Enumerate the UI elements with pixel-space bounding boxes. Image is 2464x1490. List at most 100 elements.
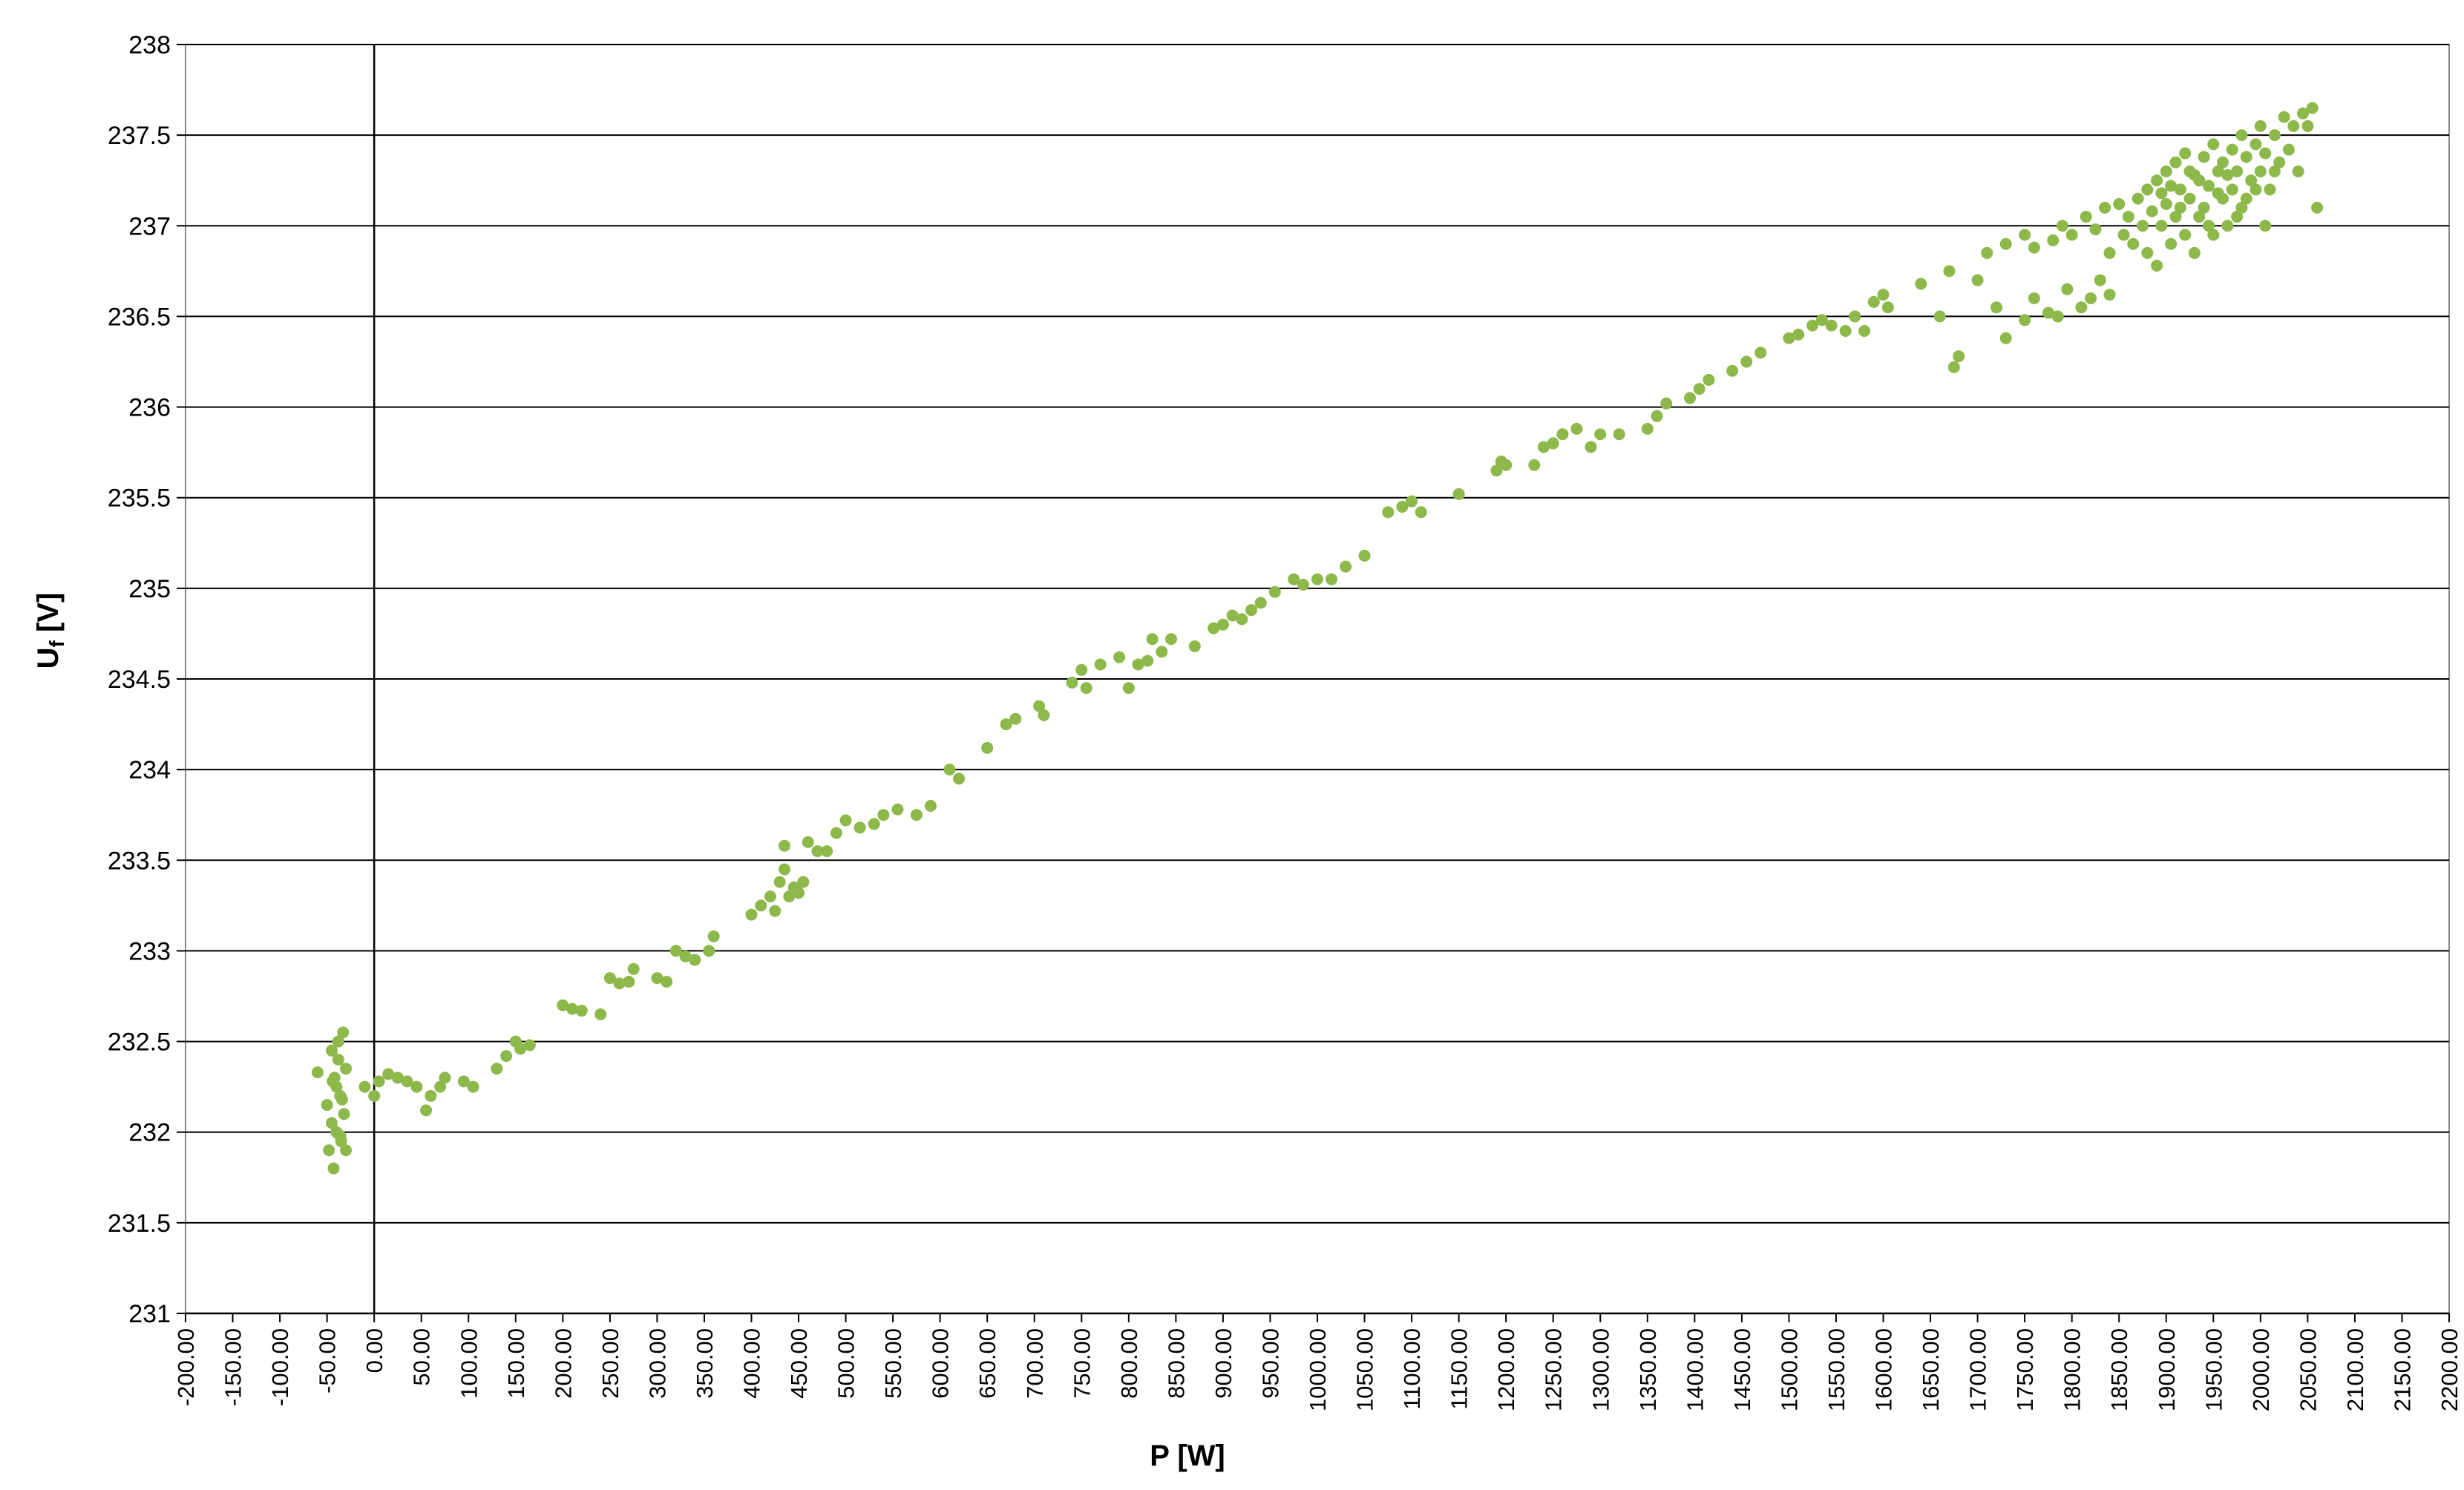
y-tick-label: 234 bbox=[128, 756, 171, 784]
data-point bbox=[981, 741, 994, 754]
x-tick-label: 1000.00 bbox=[1305, 1328, 1331, 1411]
x-tick-label: -200.00 bbox=[173, 1328, 199, 1406]
data-point bbox=[337, 1026, 350, 1039]
data-point bbox=[391, 1071, 404, 1084]
data-point bbox=[2151, 174, 2163, 187]
x-tick-label: 1350.00 bbox=[1635, 1328, 1661, 1411]
data-point bbox=[1999, 237, 2012, 250]
x-tick-label: 1750.00 bbox=[2012, 1328, 2038, 1411]
data-point bbox=[1141, 654, 1154, 667]
y-tick-label: 231 bbox=[128, 1300, 171, 1328]
data-point bbox=[332, 1054, 344, 1066]
data-point bbox=[321, 1099, 333, 1112]
data-point bbox=[2146, 205, 2158, 217]
data-point bbox=[1094, 658, 1107, 671]
data-point bbox=[2217, 156, 2229, 168]
data-point bbox=[373, 1075, 385, 1088]
data-point bbox=[368, 1089, 381, 1102]
data-point bbox=[2065, 229, 2078, 241]
y-tick-label: 235.5 bbox=[108, 485, 171, 513]
data-point bbox=[2103, 246, 2116, 259]
y-tick-label: 232.5 bbox=[108, 1028, 171, 1057]
x-tick-labels: -200.00 -150.00 -100.00 -50.00 0.00 50.00 100.… bbox=[173, 1328, 2463, 1411]
data-point bbox=[1585, 441, 1597, 453]
data-point bbox=[613, 977, 626, 990]
x-tick-label: 950.00 bbox=[1257, 1328, 1283, 1399]
data-point bbox=[1340, 560, 1352, 573]
data-point bbox=[325, 1044, 338, 1057]
data-point bbox=[2117, 229, 2130, 241]
y-tick-label: 231.5 bbox=[108, 1210, 171, 1238]
x-tick-label: 500.00 bbox=[833, 1328, 859, 1399]
data-point bbox=[769, 905, 782, 917]
x-tick-label: -100.00 bbox=[267, 1328, 293, 1406]
data-point bbox=[2254, 165, 2267, 177]
x-tick-label: 1800.00 bbox=[2060, 1328, 2085, 1411]
data-point bbox=[323, 1144, 335, 1157]
data-point bbox=[1858, 324, 1871, 337]
x-tick-label: 450.00 bbox=[786, 1328, 812, 1399]
data-point bbox=[2202, 220, 2215, 232]
data-point bbox=[2056, 220, 2068, 232]
data-point bbox=[1839, 324, 1852, 337]
data-point bbox=[943, 764, 956, 776]
data-point bbox=[2207, 138, 2220, 151]
data-point bbox=[2193, 211, 2206, 223]
data-point bbox=[1156, 646, 1168, 658]
data-point bbox=[821, 845, 833, 858]
data-point bbox=[1651, 410, 1663, 422]
data-point bbox=[1132, 658, 1144, 671]
data-point bbox=[1953, 350, 1965, 363]
data-point bbox=[2047, 234, 2060, 246]
data-point bbox=[2301, 119, 2314, 132]
data-point bbox=[2231, 165, 2244, 177]
data-point bbox=[2179, 147, 2192, 160]
data-point bbox=[457, 1075, 470, 1088]
data-point bbox=[514, 1043, 527, 1055]
data-point bbox=[764, 890, 776, 903]
x-tick-label: 1200.00 bbox=[1493, 1328, 1519, 1411]
data-point bbox=[2122, 211, 2134, 223]
data-point bbox=[2221, 168, 2234, 181]
data-point bbox=[1556, 428, 1569, 441]
data-point bbox=[1815, 314, 1828, 326]
data-point bbox=[2254, 119, 2267, 132]
data-points bbox=[311, 102, 2324, 1175]
data-point bbox=[1971, 274, 1984, 286]
data-point bbox=[778, 863, 790, 876]
data-point bbox=[1613, 428, 1625, 441]
x-tick-label: 1400.00 bbox=[1682, 1328, 1708, 1411]
x-tick-label: 2000.00 bbox=[2248, 1328, 2274, 1411]
x-tick-label: 150.00 bbox=[503, 1328, 529, 1399]
data-point bbox=[2113, 197, 2126, 210]
data-point bbox=[1311, 573, 1323, 585]
data-point bbox=[1683, 392, 1696, 404]
data-point bbox=[2019, 229, 2031, 241]
data-point bbox=[778, 839, 790, 852]
data-point bbox=[338, 1108, 350, 1120]
data-point bbox=[1740, 355, 1753, 368]
data-point bbox=[2297, 107, 2310, 119]
data-point bbox=[1415, 506, 1427, 519]
data-point bbox=[1326, 573, 1338, 585]
data-point bbox=[623, 975, 635, 988]
data-point bbox=[401, 1075, 413, 1088]
data-point bbox=[651, 972, 663, 985]
data-point bbox=[1382, 506, 1395, 519]
x-tick-label: 400.00 bbox=[739, 1328, 765, 1399]
data-point bbox=[2160, 165, 2172, 177]
x-tick-label: 550.00 bbox=[880, 1328, 906, 1399]
data-point bbox=[2155, 187, 2168, 200]
data-point bbox=[1703, 373, 1715, 386]
data-point bbox=[1999, 332, 2012, 344]
x-tick-label: 2150.00 bbox=[2389, 1328, 2415, 1411]
data-point bbox=[2235, 129, 2248, 142]
data-point bbox=[1981, 246, 1993, 259]
data-point bbox=[1538, 441, 1550, 453]
x-tick-label: 850.00 bbox=[1163, 1328, 1189, 1399]
data-point bbox=[2273, 156, 2286, 168]
data-point bbox=[877, 809, 890, 821]
y-tick-label: 236 bbox=[128, 394, 171, 422]
data-point bbox=[500, 1050, 513, 1063]
